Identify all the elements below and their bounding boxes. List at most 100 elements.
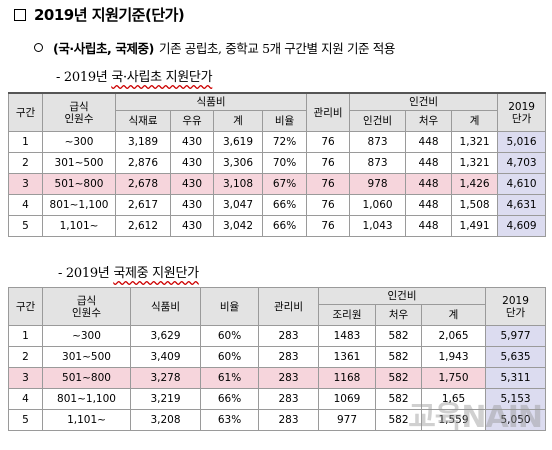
cell-unit: 4,610 [497,173,547,195]
th-labor-total: 계 [451,110,499,132]
cell-labor_total: 1,321 [451,152,499,174]
cell-group: 2 [8,152,43,174]
cell-milk: 430 [170,215,214,237]
th-food: 식품비 [114,92,308,111]
th2-unit: 2019 단가 [485,287,547,326]
cell-food: 3,219 [130,388,201,410]
table1-title: - 2019년 국·사립초 지원단가 [56,66,213,85]
cell-ratio: 61% [200,367,259,389]
cell-mgmt: 283 [258,346,319,368]
cell-group: 5 [8,215,43,237]
table-row: 1 ~300 3,629 60% 283 1483 582 2,065 5,977 [8,325,547,347]
cell-treat: 448 [405,215,453,237]
th-treat: 처우 [405,110,453,132]
cell-milk: 430 [170,194,214,216]
cell-mgmt: 76 [306,131,351,153]
cell-treat: 582 [375,346,422,368]
cell-range: 801~1,100 [42,194,116,216]
th2-food: 식품비 [130,287,201,326]
checkbox-icon [14,8,26,21]
cell-milk: 430 [170,131,214,153]
cell-unit: 5,153 [485,388,547,410]
th-mgmt: 관리비 [306,92,351,132]
cell-food_total: 3,619 [213,131,263,153]
table1-title-prefix: - 2019년 [56,70,112,85]
cell-labor: 1,043 [349,215,407,237]
cell-treat: 448 [405,194,453,216]
subhead-text: 기존 공립초, 중학교 5개 구간별 지원 기준 적용 [158,41,395,56]
table2-title: - 2019년 국제중 지원단가 [58,262,199,281]
cell-cook: 977 [318,409,376,431]
cell-ratio: 72% [261,131,308,153]
cell-range: 301~500 [42,152,116,174]
table-row: 5 1,101~ 2,612 430 3,042 66% 76 1,043 448 1,491 4,… [8,215,547,237]
cell-labor_total: 1,321 [451,131,499,153]
cell-ratio: 66% [261,194,308,216]
table-row: 2 301~500 2,876 430 3,306 70% 76 873 448 1,321 4,7… [8,152,547,174]
table1-title-underlined: 국·사립초 지원단가 [111,70,213,85]
cell-range: 301~500 [42,346,131,368]
cell-range: 501~800 [42,173,116,195]
cell-unit: 5,016 [497,131,547,153]
cell-labor_total: 1,491 [451,215,499,237]
cell-cook: 1361 [318,346,376,368]
cell-range: ~300 [42,131,116,153]
table-row: 1 ~300 3,189 430 3,619 72% 76 873 448 1,321 5,016 [8,131,547,153]
cell-mgmt: 283 [258,409,319,431]
cell-range: 1,101~ [42,215,116,237]
table-row: 4 801~1,100 2,617 430 3,047 66% 76 1,060 448 1,50… [8,194,547,216]
cell-milk: 430 [170,173,214,195]
table-row: 3 501~800 2,678 430 3,108 67% 76 978 448 1,426 4,6… [8,173,547,195]
cell-group: 2 [8,346,43,368]
cell-food_total: 3,306 [213,152,263,174]
cell-unit: 5,311 [485,367,547,389]
cell-labor: 873 [349,152,407,174]
subhead-bold: (국·사립초, 국제중) [53,41,154,56]
th2-cook: 조리원 [318,304,376,326]
cell-cook: 1168 [318,367,376,389]
table-middle: 구간 급식 인원수 식품비 비율 관리비 인건비 2019 단가 조리원 처우 계 … [8,287,547,431]
cell-labor_total: 1,508 [451,194,499,216]
cell-unit: 4,703 [497,152,547,174]
th-labor-cost: 인건비 [349,110,407,132]
cell-ingredient: 2,617 [115,194,171,216]
cell-food: 3,409 [130,346,201,368]
cell-unit: 5,635 [485,346,547,368]
th-labor: 인건비 [349,92,499,111]
cell-labor_total: 1,943 [420,346,487,368]
cell-ratio: 66% [200,388,259,410]
cell-mgmt: 76 [306,173,351,195]
cell-unit: 4,631 [497,194,547,216]
table-row: 4 801~1,100 3,219 66% 283 1069 582 1,65 5,153 [8,388,547,410]
cell-group: 4 [8,388,43,410]
cell-group: 1 [8,325,43,347]
cell-ratio: 63% [200,409,259,431]
cell-labor_total: 1,426 [451,173,499,195]
watermark-logo: 교육NAIN [408,400,543,435]
cell-labor_total: 1,559 [420,409,487,431]
cell-group: 1 [8,131,43,153]
circle-bullet-icon [34,43,43,52]
cell-ingredient: 2,678 [115,173,171,195]
cell-mgmt: 76 [306,215,351,237]
cell-unit: 5,050 [485,409,547,431]
cell-mgmt: 283 [258,388,319,410]
cell-milk: 430 [170,152,214,174]
table-row: 3 501~800 3,278 61% 283 1168 582 1,750 5,311 [8,367,547,389]
th-unit: 2019 단가 [497,92,547,132]
cell-food_total: 3,047 [213,194,263,216]
heading-text: 2019년 지원기준(단가) [34,6,185,24]
table-elementary: 구간 급식 인원수 식품비 관리비 인건비 2019 단가 식재료 우유 계 비율 … [8,92,547,237]
cell-range: 501~800 [42,367,131,389]
cell-treat: 448 [405,173,453,195]
cell-labor: 873 [349,131,407,153]
th2-labor-total: 계 [420,304,487,326]
cell-mgmt: 283 [258,325,319,347]
cell-ratio: 66% [261,215,308,237]
th-ratio: 비율 [261,110,308,132]
th2-treat: 처우 [375,304,422,326]
th2-students: 급식 인원수 [42,287,131,326]
cell-labor: 1,060 [349,194,407,216]
th-food-total: 계 [213,110,263,132]
subheading: (국·사립초, 국제중) 기존 공립초, 중학교 5개 구간별 지원 기준 적용 [34,38,395,57]
